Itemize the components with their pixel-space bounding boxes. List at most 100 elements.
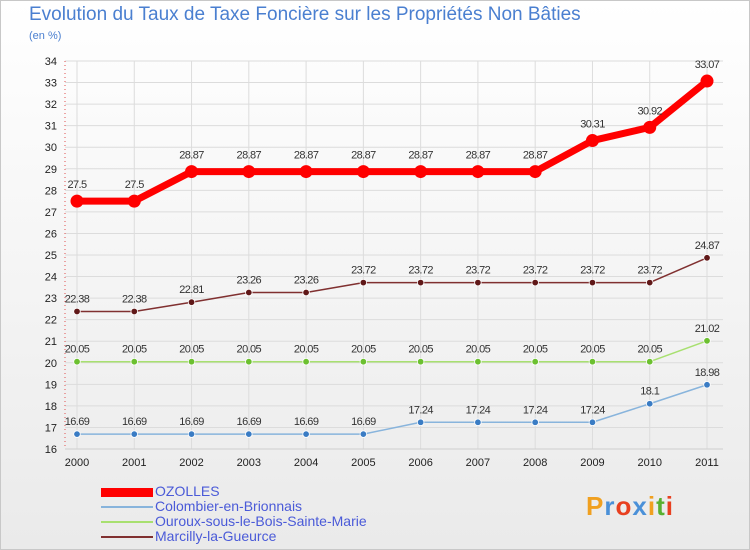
data-point: [646, 278, 654, 287]
y-tick-label: 31: [45, 121, 57, 133]
data-point: [416, 278, 425, 287]
data-point: [703, 381, 711, 389]
series-layer: 16.69 16.69 16.69 16.69 16.69 16.69 17.24 17.24…: [65, 59, 720, 438]
data-label: 17.24: [523, 404, 548, 416]
data-label: 16.69: [294, 416, 319, 428]
legend-swatch-ozolles: [101, 488, 153, 497]
y-tick-label: 28: [45, 185, 57, 197]
data-point: [531, 358, 539, 366]
proxiti-logo: Proxiti: [586, 491, 674, 522]
data-label: 20.05: [523, 344, 548, 356]
data-point: [414, 165, 428, 179]
y-tick-label: 22: [45, 315, 57, 327]
data-label: 23.72: [580, 265, 605, 277]
data-label: 27.5: [125, 179, 144, 191]
data-label: 28.87: [179, 150, 204, 162]
data-label: 23.26: [237, 275, 262, 287]
logo-letter: o: [615, 491, 633, 521]
data-point: [416, 418, 425, 426]
legend-swatch-marcilly: [101, 536, 153, 538]
data-label: 20.05: [580, 344, 605, 356]
y-tick-label: 27: [45, 207, 57, 219]
data-label: 28.87: [237, 150, 262, 162]
y-tick-label: 19: [45, 379, 57, 391]
series-line: [73, 77, 711, 205]
data-label: 23.72: [466, 265, 491, 277]
data-label: 16.69: [351, 416, 376, 428]
data-point: [700, 74, 714, 88]
data-label: 24.87: [695, 240, 720, 252]
data-label: 22.81: [179, 284, 204, 296]
data-label: 28.87: [294, 150, 319, 162]
x-tick-label: 2010: [637, 457, 661, 469]
x-tick-label: 2000: [65, 457, 89, 469]
series-ozolles: 27.5 27.5 28.87 28.87 28.87 28.87 28.87 28.87 28…: [67, 59, 720, 208]
y-tick-label: 26: [45, 228, 57, 240]
x-tick-label: 2011: [695, 457, 719, 469]
data-point: [302, 430, 310, 438]
legend-label: Colombier-en-Brionnais: [155, 498, 303, 514]
x-tick-label: 2009: [580, 457, 604, 469]
y-tick-label: 32: [45, 99, 57, 111]
data-point: [127, 194, 141, 208]
y-tick-label: 25: [45, 250, 57, 262]
data-point: [356, 165, 370, 179]
logo-letter: i: [665, 491, 674, 521]
data-label: 30.31: [580, 119, 605, 131]
data-point: [474, 358, 482, 366]
data-label: 23.72: [637, 265, 662, 277]
data-point: [703, 254, 711, 262]
data-point: [245, 288, 253, 297]
data-point: [130, 307, 138, 316]
x-tick-label: 2006: [408, 457, 432, 469]
data-label: 30.92: [637, 105, 662, 117]
data-label: 28.87: [351, 150, 376, 162]
data-label: 28.87: [408, 150, 433, 162]
data-label: 18.1: [640, 386, 659, 398]
y-tick-label: 23: [45, 293, 57, 305]
data-point: [73, 358, 81, 366]
data-point: [245, 430, 253, 438]
data-point: [588, 418, 597, 426]
data-point: [70, 194, 84, 208]
y-tick-label: 33: [45, 78, 57, 90]
data-label: 17.24: [580, 404, 605, 416]
data-point: [187, 358, 196, 366]
series-colombier: 16.69 16.69 16.69 16.69 16.69 16.69 17.24 17.24…: [65, 367, 720, 438]
data-label: 20.05: [179, 344, 204, 356]
x-tick-label: 2001: [122, 457, 146, 469]
logo-letter: t: [656, 491, 666, 521]
data-label: 16.69: [65, 416, 90, 428]
data-label: 27.5: [67, 179, 86, 191]
series-ouroux: 20.05 20.05 20.05 20.05 20.05 20.05 20.05 20.05…: [65, 323, 720, 366]
x-tick-label: 2008: [523, 457, 547, 469]
data-label: 20.05: [65, 344, 90, 356]
x-tick-label: 2005: [351, 457, 375, 469]
data-label: 16.69: [179, 416, 204, 428]
legend-swatch-ouroux: [101, 521, 153, 523]
y-tick-label: 17: [45, 422, 57, 434]
data-point: [359, 430, 368, 438]
chart-title: Evolution du Taux de Taxe Foncière sur l…: [29, 4, 581, 25]
data-label: 28.87: [466, 150, 491, 162]
data-label: 20.05: [466, 344, 491, 356]
data-point: [471, 165, 485, 179]
data-point: [73, 307, 81, 316]
data-label: 20.05: [122, 344, 147, 356]
x-tick-label: 2007: [466, 457, 490, 469]
y-tick-label: 29: [45, 164, 57, 176]
data-point: [646, 400, 654, 408]
data-point: [302, 288, 310, 297]
data-point: [302, 358, 310, 366]
data-label: 20.05: [408, 344, 433, 356]
data-label: 22.38: [122, 293, 147, 305]
line-chart: 16 17 18 19 20 21 22 23 24 25 26 27 28 29 30 31 32 33 34 20…: [45, 56, 723, 469]
y-tick-label: 20: [45, 358, 57, 370]
data-point: [359, 278, 368, 287]
y-tick-label: 24: [45, 272, 57, 284]
data-point: [528, 165, 542, 179]
data-point: [299, 165, 313, 179]
data-label: 28.87: [523, 150, 548, 162]
grid: [65, 60, 723, 450]
data-label: 23.72: [523, 265, 548, 277]
